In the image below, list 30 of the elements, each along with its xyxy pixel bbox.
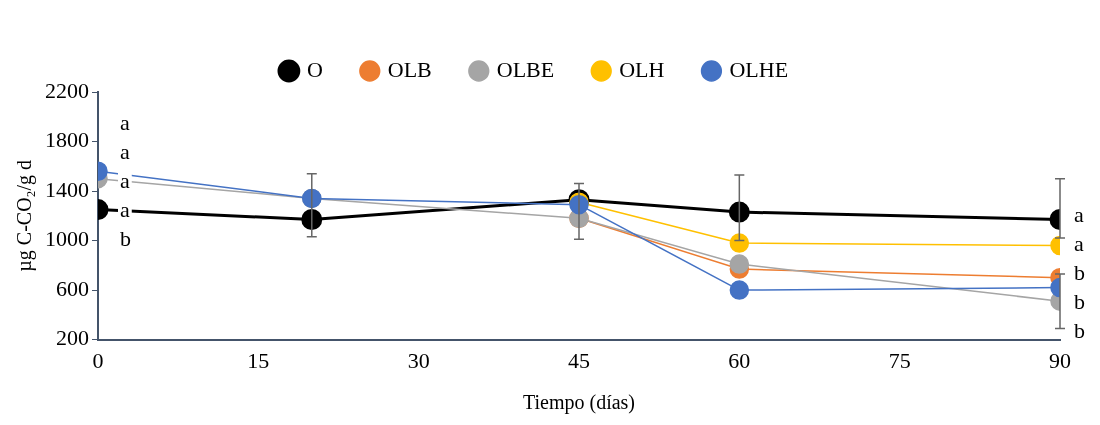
x-tick-label: 60 — [728, 347, 751, 373]
text: b — [1074, 288, 1085, 314]
x-tick-label: 75 — [888, 347, 911, 373]
y-axis-title: µg C-CO₂/g d — [13, 159, 37, 272]
x-tick-label: 15 — [247, 347, 270, 373]
annotation: a — [120, 109, 130, 135]
y-tick-label: 200 — [56, 325, 89, 351]
annotation: a — [120, 138, 130, 164]
y-tick-label: 1800 — [45, 127, 89, 153]
x-tick-label: 30 — [407, 347, 430, 373]
y-tick-label: 600 — [56, 275, 89, 301]
legend-label: OLBE — [496, 56, 555, 82]
legend-label: OLB — [387, 56, 432, 82]
x-tick-label: 0 — [92, 347, 104, 373]
legend-label: O — [306, 56, 323, 82]
text: b — [1074, 317, 1085, 343]
text: a — [1074, 201, 1084, 227]
y-tick-label: 2200 — [45, 77, 89, 103]
y-tick-label: 1000 — [45, 226, 89, 252]
legend-label: OLH — [619, 56, 665, 82]
y-tick-label: 1400 — [45, 176, 89, 202]
annotation: a — [120, 167, 130, 193]
legend-label: OLHE — [729, 56, 789, 82]
annotation: a — [120, 196, 130, 222]
x-tick-label: 90 — [1049, 347, 1071, 373]
annotation: b — [120, 225, 131, 251]
x-tick-label: 45 — [568, 347, 590, 373]
text: a — [1074, 230, 1084, 256]
x-axis-title: Tiempo (días) — [522, 391, 636, 415]
text: b — [1074, 259, 1085, 285]
